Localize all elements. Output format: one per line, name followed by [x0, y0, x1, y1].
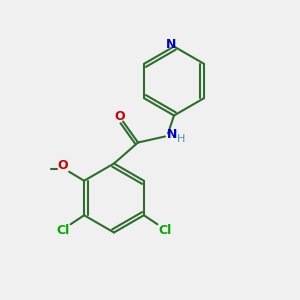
Text: Cl: Cl: [158, 224, 172, 237]
Text: N: N: [166, 38, 176, 52]
Text: O: O: [58, 159, 68, 172]
Text: O: O: [115, 110, 125, 124]
Text: Cl: Cl: [56, 224, 70, 237]
Text: H: H: [176, 134, 185, 145]
Text: N: N: [167, 128, 177, 142]
